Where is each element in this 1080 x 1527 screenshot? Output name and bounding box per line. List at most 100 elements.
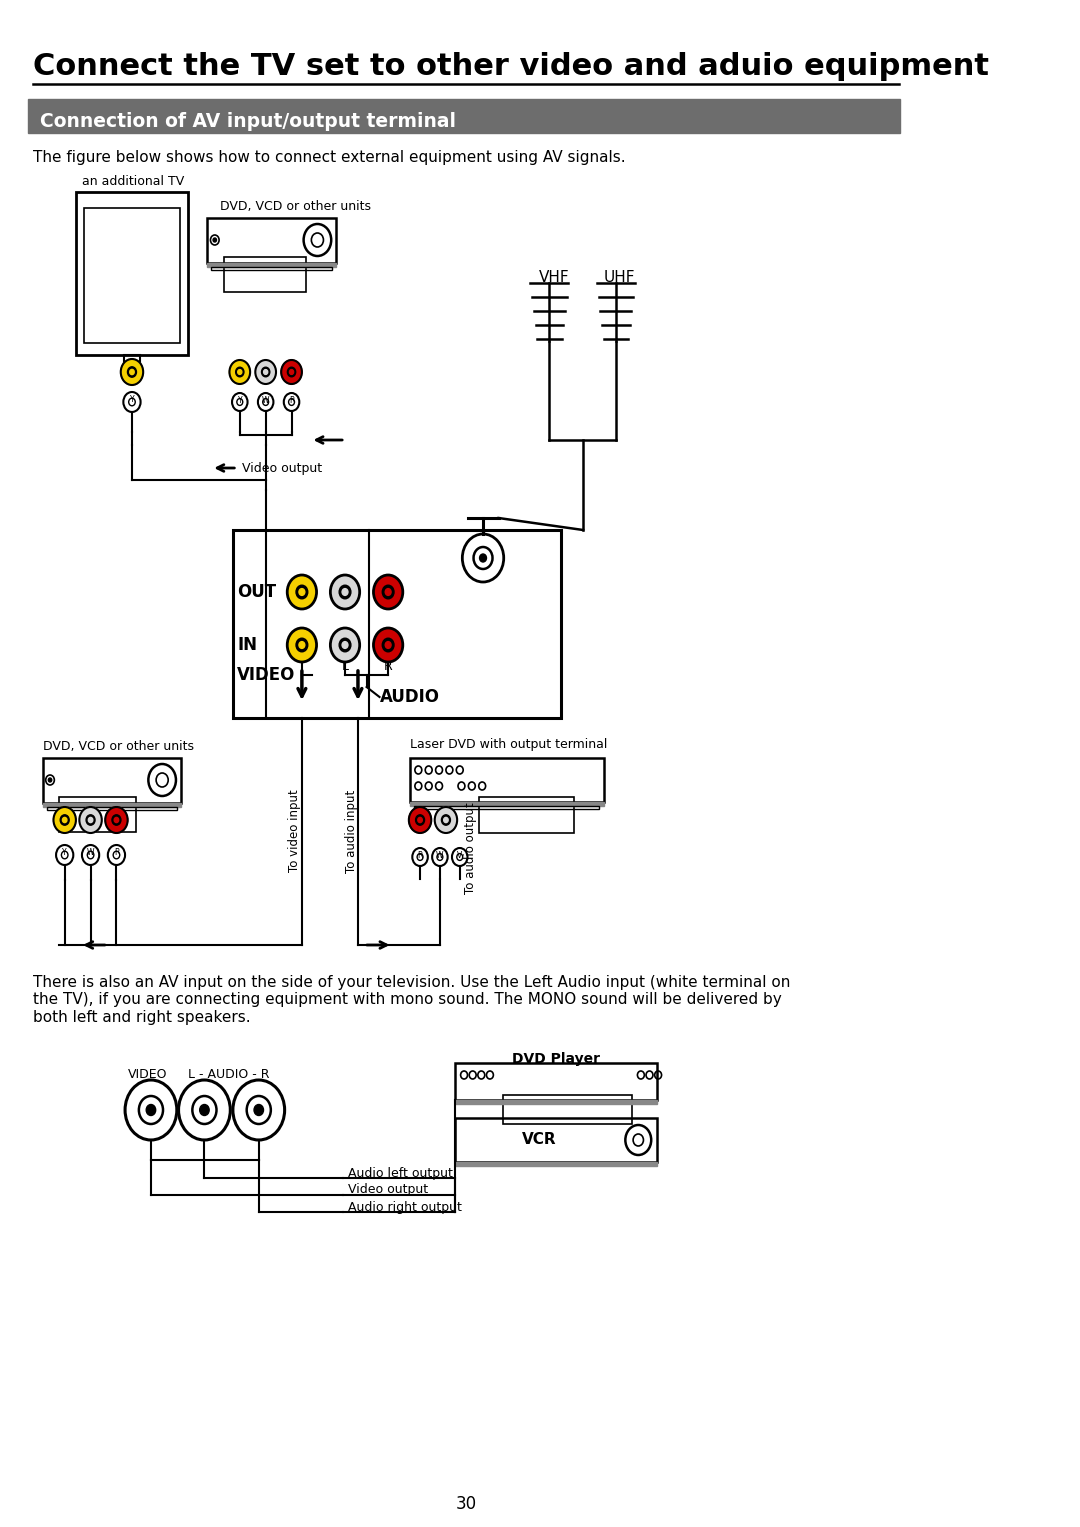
Circle shape — [444, 817, 448, 823]
Text: W: W — [262, 395, 269, 405]
Bar — [212, 267, 332, 270]
Bar — [456, 1118, 658, 1162]
Circle shape — [112, 815, 121, 825]
Text: UHF: UHF — [604, 270, 635, 286]
Circle shape — [374, 576, 403, 609]
Text: R: R — [288, 395, 294, 405]
Circle shape — [386, 641, 391, 649]
Text: VHF: VHF — [539, 270, 570, 286]
Text: Y: Y — [238, 395, 242, 405]
Text: Connection of AV input/output terminal: Connection of AV input/output terminal — [40, 111, 456, 131]
Circle shape — [229, 360, 251, 383]
Text: DVD, VCD or other units: DVD, VCD or other units — [220, 200, 370, 212]
Circle shape — [480, 554, 486, 562]
Circle shape — [254, 1104, 264, 1116]
Text: Audio left output: Audio left output — [348, 1167, 453, 1179]
Circle shape — [79, 806, 102, 834]
Circle shape — [86, 815, 95, 825]
Text: AUDIO: AUDIO — [379, 689, 440, 705]
Circle shape — [238, 370, 242, 374]
Circle shape — [281, 360, 302, 383]
Circle shape — [264, 370, 268, 374]
Text: Video output: Video output — [242, 463, 322, 475]
Circle shape — [342, 588, 348, 596]
Circle shape — [146, 1104, 156, 1116]
Bar — [456, 1063, 658, 1099]
Text: R: R — [113, 849, 119, 857]
Text: DVD Player: DVD Player — [512, 1052, 600, 1066]
Circle shape — [235, 366, 244, 377]
Circle shape — [54, 806, 76, 834]
Circle shape — [255, 360, 276, 383]
Bar — [456, 1099, 658, 1104]
Bar — [126, 365, 137, 373]
Text: Laser DVD with output terminal: Laser DVD with output terminal — [409, 738, 607, 751]
Circle shape — [342, 641, 348, 649]
Text: 30: 30 — [455, 1495, 476, 1513]
Circle shape — [261, 366, 270, 377]
Circle shape — [127, 366, 136, 377]
Bar — [207, 218, 336, 263]
Circle shape — [213, 238, 216, 241]
Text: OUT: OUT — [238, 583, 276, 602]
Text: There is also an AV input on the side of your television. Use the Left Audio inp: There is also an AV input on the side of… — [32, 976, 791, 1025]
Circle shape — [339, 585, 351, 599]
Text: Y: Y — [63, 849, 67, 857]
Circle shape — [382, 585, 394, 599]
Circle shape — [416, 815, 424, 825]
Circle shape — [299, 641, 305, 649]
Circle shape — [299, 588, 305, 596]
Bar — [414, 806, 599, 809]
Circle shape — [374, 628, 403, 663]
Circle shape — [296, 638, 308, 652]
Circle shape — [330, 628, 360, 663]
Bar — [48, 806, 177, 809]
Circle shape — [287, 366, 296, 377]
Text: R: R — [383, 661, 392, 673]
Text: VCR: VCR — [522, 1133, 556, 1147]
Bar — [43, 757, 181, 803]
Circle shape — [339, 638, 351, 652]
Circle shape — [435, 806, 457, 834]
Text: W: W — [86, 849, 94, 857]
Circle shape — [442, 815, 450, 825]
Bar — [478, 797, 573, 834]
Text: L - AUDIO - R: L - AUDIO - R — [188, 1067, 270, 1081]
Circle shape — [382, 638, 394, 652]
Bar — [124, 354, 139, 365]
Circle shape — [63, 817, 67, 823]
Circle shape — [409, 806, 431, 834]
Circle shape — [121, 359, 144, 385]
Text: Audio right output: Audio right output — [348, 1202, 461, 1214]
Bar — [28, 99, 901, 133]
Bar — [503, 1095, 632, 1124]
Circle shape — [418, 817, 422, 823]
Circle shape — [200, 1104, 210, 1116]
Text: V: V — [457, 851, 462, 860]
Text: VIDEO: VIDEO — [127, 1067, 167, 1081]
Bar — [76, 192, 188, 354]
Text: an additional TV: an additional TV — [82, 176, 185, 188]
Bar — [456, 1162, 658, 1167]
Text: L: L — [341, 661, 349, 673]
Text: Y: Y — [130, 395, 134, 405]
Circle shape — [330, 576, 360, 609]
Bar — [207, 263, 336, 267]
Text: IN: IN — [238, 637, 257, 654]
Text: To audio output: To audio output — [463, 802, 476, 893]
Bar — [409, 757, 604, 802]
Text: W: W — [436, 851, 444, 860]
Circle shape — [289, 370, 294, 374]
Bar — [58, 797, 136, 832]
Text: Video output: Video output — [348, 1183, 428, 1197]
Circle shape — [60, 815, 69, 825]
Text: The figure below shows how to connect external equipment using AV signals.: The figure below shows how to connect ex… — [32, 150, 625, 165]
Text: To video input: To video input — [288, 789, 301, 872]
Circle shape — [114, 817, 119, 823]
Text: VIDEO: VIDEO — [238, 666, 296, 684]
Text: Connect the TV set to other video and aduio equipment: Connect the TV set to other video and ad… — [32, 52, 989, 81]
Bar — [225, 257, 307, 292]
Bar — [409, 802, 604, 806]
Circle shape — [49, 777, 52, 782]
Circle shape — [130, 370, 134, 374]
